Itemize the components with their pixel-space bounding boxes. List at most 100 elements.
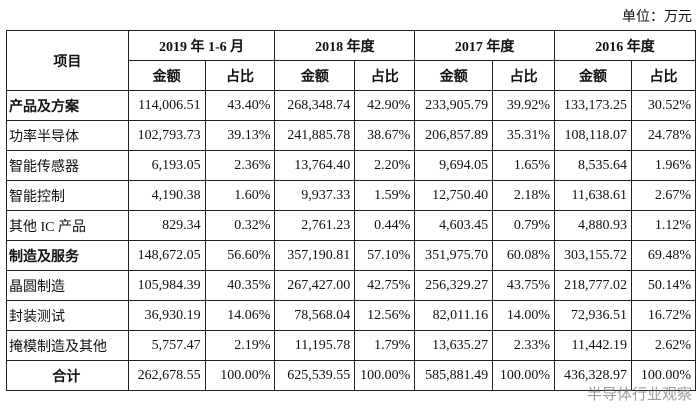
value-cell: 35.31% [492, 120, 556, 151]
value-cell: 625,539.55 [274, 360, 356, 391]
value-cell: 11,195.78 [274, 330, 356, 361]
value-cell: 9,694.05 [414, 150, 494, 181]
row-label: 其他 IC 产品 [6, 210, 129, 241]
value-cell: 4,603.45 [414, 210, 494, 241]
value-cell: 4,880.93 [554, 210, 632, 241]
value-cell: 2.18% [492, 180, 556, 211]
value-cell: 1.59% [354, 180, 416, 211]
value-cell: 1.12% [631, 210, 696, 241]
row-label: 智能控制 [6, 180, 129, 211]
value-cell: 102,793.73 [127, 120, 206, 151]
value-cell: 12,750.40 [414, 180, 494, 211]
value-cell: 12.56% [354, 300, 416, 331]
value-cell: 436,328.97 [554, 360, 632, 391]
header-cell: 2018 年度 [274, 30, 416, 61]
value-cell: 357,190.81 [274, 240, 356, 271]
value-cell: 114,006.51 [127, 90, 206, 121]
value-cell: 13,764.40 [274, 150, 356, 181]
value-cell: 0.79% [492, 210, 556, 241]
subheader-cell: 占比 [354, 60, 416, 91]
value-cell: 2.67% [631, 180, 696, 211]
value-cell: 100.00% [492, 360, 556, 391]
value-cell: 50.14% [631, 270, 696, 301]
subheader-cell: 金额 [127, 60, 206, 91]
table-row: 掩模制造及其他 5,757.47 2.19% 11,195.78 1.79% 13,635… [6, 330, 696, 361]
subheader-cell: 金额 [414, 60, 494, 91]
value-cell: 1.96% [631, 150, 696, 181]
value-cell: 43.75% [492, 270, 556, 301]
value-cell: 36,930.19 [127, 300, 206, 331]
value-cell: 2.19% [204, 330, 276, 361]
table-row: 封装测试 36,930.19 14.06% 78,568.04 12.56% 82,011… [6, 300, 696, 331]
subheader-row: 金额 占比 金额 占比 金额 占比 金额 占比 [7, 60, 696, 91]
value-cell: 267,427.00 [274, 270, 356, 301]
value-cell: 100.00% [354, 360, 416, 391]
value-cell: 218,777.02 [554, 270, 632, 301]
value-cell: 5,757.47 [127, 330, 206, 361]
watermark: 半导体行业观察 [586, 385, 692, 403]
value-cell: 16.72% [631, 300, 696, 331]
header-row: 项目 2019 年 1-6 月 2018 年度 2017 年度 2016 年度 [6, 30, 696, 91]
value-cell: 42.90% [354, 90, 416, 121]
value-cell: 82,011.16 [414, 300, 494, 331]
value-cell: 9,937.33 [274, 180, 356, 211]
value-cell: 585,881.49 [414, 360, 494, 391]
value-cell: 256,329.27 [414, 270, 494, 301]
value-cell: 8,535.64 [554, 150, 632, 181]
value-cell: 1.60% [204, 180, 276, 211]
value-cell: 0.32% [204, 210, 276, 241]
value-cell: 38.67% [354, 120, 416, 151]
value-cell: 6,193.05 [127, 150, 206, 181]
value-cell: 60.08% [492, 240, 556, 271]
value-cell: 241,885.78 [274, 120, 356, 151]
row-label: 制造及服务 [6, 240, 129, 271]
row-label: 掩模制造及其他 [6, 330, 129, 361]
row-label: 合计 [6, 360, 129, 391]
table-row: 智能控制 4,190.38 1.60% 9,937.33 1.59% 12,750.40 2… [6, 180, 696, 211]
value-cell: 40.35% [204, 270, 276, 301]
value-cell: 303,155.72 [554, 240, 632, 271]
value-cell: 829.34 [127, 210, 206, 241]
row-label: 封装测试 [6, 300, 129, 331]
header-cell: 2016 年度 [554, 30, 696, 61]
value-cell: 2.62% [631, 330, 696, 361]
value-cell: 108,118.07 [554, 120, 632, 151]
subheader-cell: 金额 [554, 60, 632, 91]
subheader-cell: 占比 [631, 60, 696, 91]
value-cell: 351,975.70 [414, 240, 494, 271]
value-cell: 133,173.25 [554, 90, 632, 121]
value-cell: 39.92% [492, 90, 556, 121]
value-cell: 100.00% [204, 360, 276, 391]
value-cell: 1.65% [492, 150, 556, 181]
value-cell: 69.48% [631, 240, 696, 271]
row-label: 产品及方案 [6, 90, 129, 121]
value-cell: 4,190.38 [127, 180, 206, 211]
row-label: 功率半导体 [6, 120, 129, 151]
value-cell: 14.00% [492, 300, 556, 331]
row-label: 智能传感器 [6, 150, 129, 181]
value-cell: 100.00% [631, 360, 696, 391]
value-cell: 42.75% [354, 270, 416, 301]
value-cell: 30.52% [631, 90, 696, 121]
value-cell: 233,905.79 [414, 90, 494, 121]
value-cell: 2.36% [204, 150, 276, 181]
table-row: 合计 262,678.55 100.00% 625,539.55 100.00% 585,… [6, 360, 696, 391]
value-cell: 11,638.61 [554, 180, 632, 211]
value-cell: 262,678.55 [127, 360, 206, 391]
header-cell: 2017 年度 [414, 30, 556, 61]
table-row: 制造及服务 148,672.05 56.60% 357,190.81 57.10% 351… [6, 240, 696, 271]
header-cell: 项目 [6, 30, 129, 91]
subheader-cell: 占比 [492, 60, 556, 91]
table-row: 智能传感器 6,193.05 2.36% 13,764.40 2.20% 9,694.05… [6, 150, 696, 181]
value-cell: 206,857.89 [414, 120, 494, 151]
subheader-cell: 占比 [204, 60, 276, 91]
value-cell: 268,348.74 [274, 90, 356, 121]
table-row: 功率半导体 102,793.73 39.13% 241,885.78 38.67% 206… [6, 120, 696, 151]
value-cell: 78,568.04 [274, 300, 356, 331]
value-cell: 13,635.27 [414, 330, 494, 361]
table-row: 其他 IC 产品 829.34 0.32% 2,761.23 0.44% 4,603.45… [6, 210, 696, 241]
value-cell: 0.44% [354, 210, 416, 241]
value-cell: 2.20% [354, 150, 416, 181]
value-cell: 72,936.51 [554, 300, 632, 331]
value-cell: 2.33% [492, 330, 556, 361]
